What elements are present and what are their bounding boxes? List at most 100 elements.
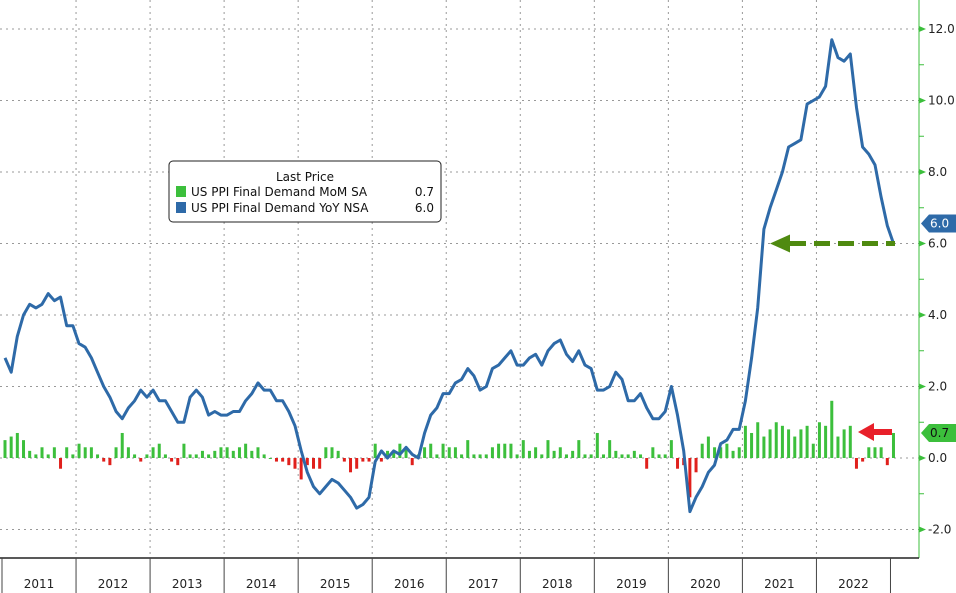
mom-bar xyxy=(688,458,692,498)
mom-bar xyxy=(244,443,248,458)
y-tick-label: -2.0 xyxy=(928,523,951,537)
mom-bar xyxy=(787,429,791,458)
mom-bar xyxy=(632,450,636,458)
mom-bar xyxy=(157,443,161,458)
mom-bar xyxy=(848,425,852,458)
mom-bar xyxy=(40,447,44,458)
mom-bar xyxy=(194,454,198,458)
legend-swatch-yoy xyxy=(176,202,186,213)
y-tick-mark xyxy=(919,97,926,104)
mom-bar xyxy=(293,458,297,469)
x-axis: 2011 2012 2013 2014 2015 2016 2017 2018 2019 2020… xyxy=(0,557,919,593)
mom-bar xyxy=(534,447,538,458)
yoy-line xyxy=(3,38,895,514)
mom-bar xyxy=(639,454,643,458)
mom-bar xyxy=(299,458,303,480)
mom-bar xyxy=(706,436,710,458)
mom-bar xyxy=(626,454,630,458)
mom-bar xyxy=(386,450,390,458)
mom-bar xyxy=(268,458,272,459)
mom-bar xyxy=(182,443,186,458)
y-tick-label: 2.0 xyxy=(928,380,947,394)
y-tick-mark xyxy=(919,240,926,247)
mom-bar xyxy=(737,447,741,458)
mom-bar xyxy=(805,425,809,458)
mom-bar xyxy=(237,447,241,458)
mom-bar xyxy=(583,454,587,458)
mom-bar xyxy=(312,458,315,469)
mom-bar xyxy=(774,422,778,458)
mom-bar xyxy=(564,454,568,458)
mom-bar xyxy=(373,443,377,458)
mom-bar xyxy=(305,458,309,466)
mom-bar xyxy=(577,440,581,458)
mom-bar xyxy=(447,447,451,458)
mom-bar xyxy=(151,447,155,458)
mom-bar xyxy=(367,458,371,462)
mom-bar xyxy=(83,447,87,458)
mom-bar xyxy=(96,454,100,458)
mom-bar xyxy=(885,458,889,466)
annotations xyxy=(770,234,895,441)
mom-bar xyxy=(824,425,828,458)
y-tick-mark xyxy=(919,26,926,32)
mom-bar xyxy=(490,447,494,458)
green-arrow-head xyxy=(770,234,790,253)
mom-bar xyxy=(52,447,56,458)
mom-bar xyxy=(163,454,167,458)
mom-bar xyxy=(342,458,346,462)
mom-bar xyxy=(836,436,840,458)
mom-bar xyxy=(139,458,143,462)
mom-bar xyxy=(349,458,353,473)
mom-bar xyxy=(694,458,698,473)
mom-bar xyxy=(503,443,507,458)
mom-bar xyxy=(441,443,445,458)
mom-bar xyxy=(608,440,612,458)
mom-bar xyxy=(120,432,124,458)
mom-bar xyxy=(22,440,26,458)
mom-bar xyxy=(571,450,575,458)
mom-bar xyxy=(188,454,192,458)
y-tick-mark xyxy=(919,312,926,318)
mom-bar xyxy=(601,454,605,458)
legend-value-mom: 0.7 xyxy=(415,185,434,199)
mom-bar xyxy=(484,454,488,458)
mom-bar xyxy=(762,436,766,458)
mom-bar xyxy=(527,450,531,458)
mom-bar xyxy=(102,458,106,462)
y-tick-label: 4.0 xyxy=(928,308,947,322)
mom-bar xyxy=(71,454,75,458)
mom-bar xyxy=(281,458,285,462)
mom-bar xyxy=(392,450,396,458)
mom-bar xyxy=(891,432,895,458)
mom-bar xyxy=(324,447,328,458)
y-tick-mark xyxy=(919,455,926,461)
mom-bar xyxy=(854,458,858,469)
mom-bar xyxy=(429,443,433,458)
mom-bar xyxy=(200,450,204,458)
mom-bar xyxy=(34,454,38,458)
mom-bar xyxy=(126,447,130,458)
mom-bar xyxy=(213,450,217,458)
mom-bar xyxy=(497,443,501,458)
mom-bar xyxy=(219,447,223,458)
mom-bar xyxy=(46,454,50,458)
mom-bar xyxy=(77,443,81,458)
yoy-line-layer xyxy=(3,38,895,514)
mom-last-value-tag-bg xyxy=(921,423,956,442)
mom-bar xyxy=(793,436,797,458)
mom-bar xyxy=(879,447,883,458)
mom-bar xyxy=(540,454,544,458)
x-tick-label: 2019 xyxy=(616,577,647,591)
mom-bar xyxy=(546,440,550,458)
mom-bar xyxy=(355,458,359,469)
mom-bar xyxy=(713,447,717,458)
mom-bar xyxy=(65,447,69,458)
mom-bar xyxy=(231,450,235,458)
legend-swatch-mom xyxy=(176,186,186,197)
mom-bar xyxy=(750,432,754,458)
mom-bar xyxy=(435,454,439,458)
mom-bar xyxy=(725,443,729,458)
y-tick-mark xyxy=(919,526,926,533)
mom-bar xyxy=(620,454,624,458)
